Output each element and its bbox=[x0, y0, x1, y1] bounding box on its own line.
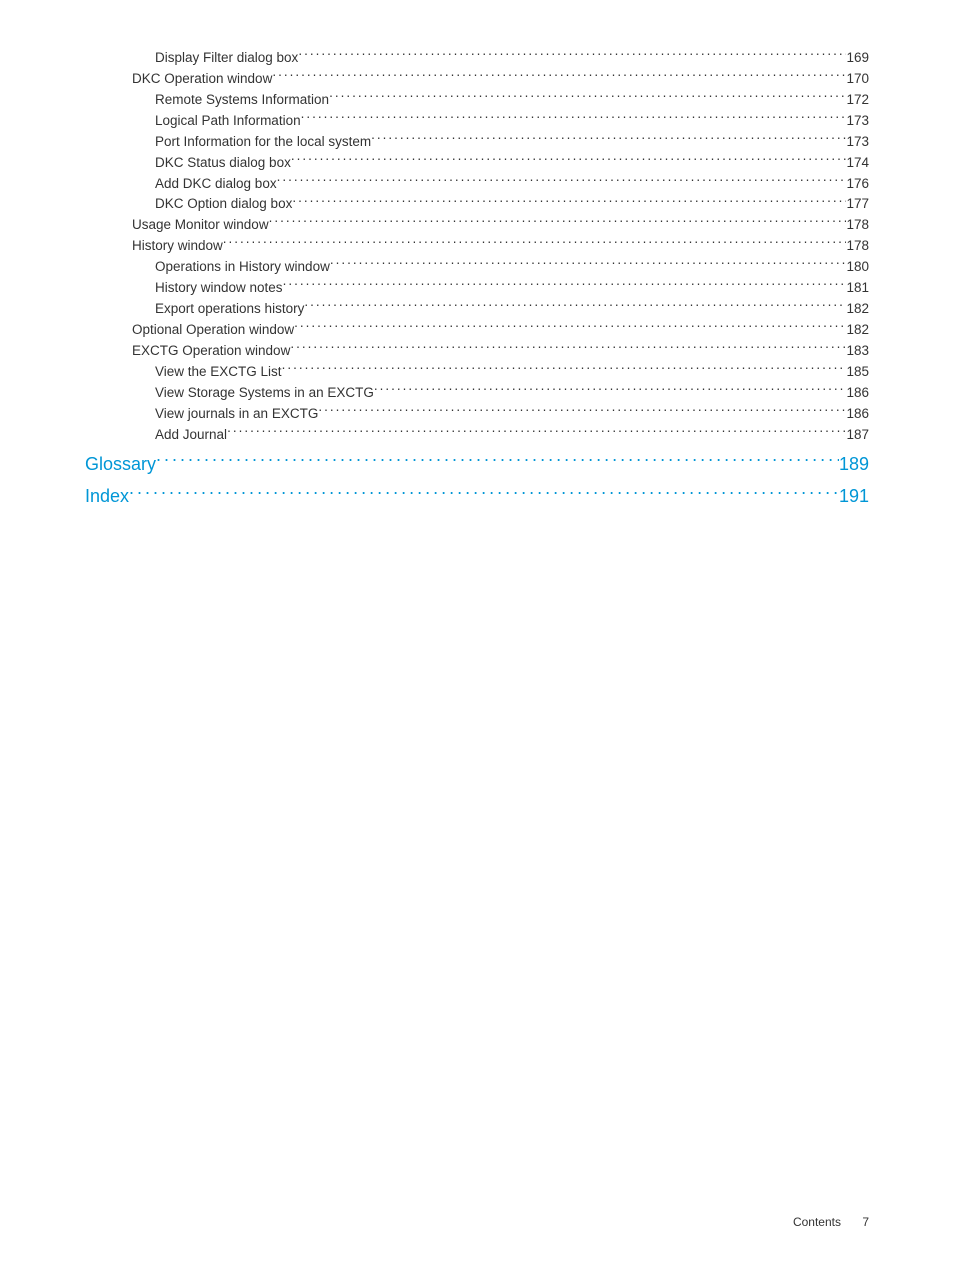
toc-entry-label: Usage Monitor window bbox=[132, 215, 269, 236]
toc-entry-label: Index bbox=[85, 482, 129, 511]
toc-entry[interactable]: Logical Path Information 173 bbox=[85, 111, 869, 132]
toc-entry-page: 181 bbox=[846, 278, 869, 299]
toc-dot-leader bbox=[329, 90, 846, 104]
toc-entry-label: Export operations history bbox=[155, 299, 304, 320]
toc-dot-leader bbox=[318, 404, 846, 418]
toc-dot-leader bbox=[282, 362, 847, 376]
toc-dot-leader bbox=[298, 49, 846, 63]
toc-entry-page: 169 bbox=[846, 48, 869, 69]
toc-entry-page: 186 bbox=[846, 404, 869, 425]
toc-entry[interactable]: History window notes 181 bbox=[85, 278, 869, 299]
toc-entry[interactable]: Add DKC dialog box 176 bbox=[85, 174, 869, 195]
toc-entry-label: Add DKC dialog box bbox=[155, 174, 277, 195]
toc-entry-page: 173 bbox=[846, 111, 869, 132]
toc-dot-leader bbox=[129, 484, 839, 502]
table-of-contents: Display Filter dialog box 169DKC Operati… bbox=[0, 0, 954, 511]
toc-dot-leader bbox=[227, 425, 846, 439]
toc-dot-leader bbox=[304, 300, 846, 314]
toc-entry-label: View Storage Systems in an EXCTG bbox=[155, 383, 374, 404]
toc-entry-label: Port Information for the local system bbox=[155, 132, 371, 153]
toc-entry[interactable]: History window 178 bbox=[85, 236, 869, 257]
toc-dot-leader bbox=[290, 341, 846, 355]
toc-entry[interactable]: Export operations history 182 bbox=[85, 299, 869, 320]
toc-entry-page: 185 bbox=[846, 362, 869, 383]
toc-dot-leader bbox=[301, 111, 847, 125]
toc-dot-leader bbox=[269, 216, 847, 230]
toc-entry-page: 178 bbox=[846, 236, 869, 257]
toc-entry-label: Operations in History window bbox=[155, 257, 330, 278]
toc-entry-label: Optional Operation window bbox=[132, 320, 294, 341]
toc-dot-leader bbox=[272, 69, 846, 83]
footer-page-number: 7 bbox=[862, 1215, 869, 1229]
toc-entry[interactable]: EXCTG Operation window 183 bbox=[85, 341, 869, 362]
toc-entry-label: View journals in an EXCTG bbox=[155, 404, 318, 425]
toc-entry-page: 176 bbox=[846, 174, 869, 195]
toc-dot-leader bbox=[223, 237, 847, 251]
toc-entry-page: 174 bbox=[846, 153, 869, 174]
toc-entry-label: DKC Operation window bbox=[132, 69, 272, 90]
toc-entry[interactable]: View the EXCTG List 185 bbox=[85, 362, 869, 383]
toc-entry[interactable]: Optional Operation window 182 bbox=[85, 320, 869, 341]
toc-entry-page: 177 bbox=[846, 194, 869, 215]
toc-entry[interactable]: View journals in an EXCTG 186 bbox=[85, 404, 869, 425]
toc-entry-page: 191 bbox=[839, 482, 869, 511]
toc-entry[interactable]: DKC Status dialog box 174 bbox=[85, 153, 869, 174]
toc-entry-label: Glossary bbox=[85, 450, 156, 479]
toc-entry-page: 187 bbox=[846, 425, 869, 446]
toc-entry-page: 172 bbox=[846, 90, 869, 111]
toc-entry[interactable]: Operations in History window 180 bbox=[85, 257, 869, 278]
toc-entry-label: Add Journal bbox=[155, 425, 227, 446]
toc-entry[interactable]: DKC Operation window 170 bbox=[85, 69, 869, 90]
toc-entry-label: View the EXCTG List bbox=[155, 362, 282, 383]
toc-entry-page: 186 bbox=[846, 383, 869, 404]
toc-entry[interactable]: Glossary 189 bbox=[85, 446, 869, 479]
toc-entry-label: Display Filter dialog box bbox=[155, 48, 298, 69]
toc-entry-page: 178 bbox=[846, 215, 869, 236]
toc-entry[interactable]: Index 191 bbox=[85, 478, 869, 511]
toc-entry[interactable]: View Storage Systems in an EXCTG 186 bbox=[85, 383, 869, 404]
toc-entry-label: EXCTG Operation window bbox=[132, 341, 290, 362]
toc-entry[interactable]: DKC Option dialog box 177 bbox=[85, 194, 869, 215]
toc-entry-label: DKC Status dialog box bbox=[155, 153, 291, 174]
toc-dot-leader bbox=[277, 174, 847, 188]
toc-dot-leader bbox=[283, 279, 847, 293]
toc-dot-leader bbox=[371, 132, 846, 146]
toc-dot-leader bbox=[374, 383, 847, 397]
toc-entry-page: 183 bbox=[846, 341, 869, 362]
toc-entry[interactable]: Add Journal 187 bbox=[85, 425, 869, 446]
toc-entry-page: 170 bbox=[846, 69, 869, 90]
toc-entry-page: 173 bbox=[846, 132, 869, 153]
toc-entry[interactable]: Remote Systems Information 172 bbox=[85, 90, 869, 111]
toc-entry-page: 189 bbox=[839, 450, 869, 479]
toc-dot-leader bbox=[156, 452, 839, 470]
toc-entry-label: History window bbox=[132, 236, 223, 257]
toc-entry[interactable]: Display Filter dialog box 169 bbox=[85, 48, 869, 69]
page-footer: Contents 7 bbox=[793, 1215, 869, 1229]
footer-label: Contents bbox=[793, 1215, 841, 1229]
toc-entry-label: History window notes bbox=[155, 278, 283, 299]
toc-entry[interactable]: Usage Monitor window 178 bbox=[85, 215, 869, 236]
toc-entry-label: Logical Path Information bbox=[155, 111, 301, 132]
toc-entry-page: 180 bbox=[846, 257, 869, 278]
toc-dot-leader bbox=[291, 153, 847, 167]
toc-dot-leader bbox=[292, 195, 846, 209]
toc-dot-leader bbox=[330, 258, 847, 272]
toc-entry-page: 182 bbox=[846, 320, 869, 341]
toc-entry[interactable]: Port Information for the local system 173 bbox=[85, 132, 869, 153]
toc-entry-label: Remote Systems Information bbox=[155, 90, 329, 111]
toc-dot-leader bbox=[294, 320, 846, 334]
toc-entry-label: DKC Option dialog box bbox=[155, 194, 292, 215]
toc-entry-page: 182 bbox=[846, 299, 869, 320]
